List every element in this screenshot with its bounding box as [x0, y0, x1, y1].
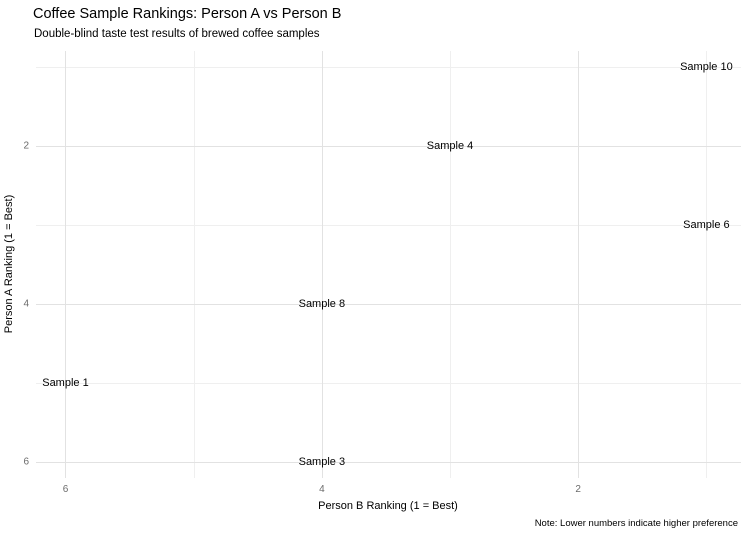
x-gridline-major	[321, 51, 323, 478]
sample-label: Sample 8	[298, 298, 346, 311]
x-axis-title: Person B Ranking (1 = Best)	[318, 500, 458, 512]
chart-caption: Note: Lower numbers indicate higher pref…	[534, 518, 738, 529]
sample-label: Sample 6	[683, 218, 730, 231]
sample-label: Sample 10	[680, 60, 733, 73]
sample-label: Sample 1	[42, 377, 89, 390]
x-tick-label: 6	[62, 484, 69, 495]
chart-subtitle: Double-blind taste test results of brewe…	[34, 28, 320, 40]
x-gridline-major	[578, 51, 580, 478]
sample-label: Sample 3	[298, 456, 346, 469]
y-tick-label: 4	[23, 298, 29, 310]
x-gridline-minor	[193, 51, 195, 478]
x-gridline-minor	[450, 51, 452, 478]
y-axis-title: Person A Ranking (1 = Best)	[3, 194, 15, 334]
y-gridline-minor	[36, 383, 741, 385]
x-gridline-major	[65, 51, 67, 478]
y-gridline-major	[36, 304, 741, 306]
y-gridline-minor	[36, 224, 741, 226]
sample-label: Sample 4	[426, 139, 474, 152]
chart-title: Coffee Sample Rankings: Person A vs Pers…	[33, 6, 342, 22]
plot-panel: Sample 10 Sample 4 Sample 6 Sample 8 Sample …	[36, 51, 741, 478]
x-tick-label: 2	[575, 484, 581, 495]
y-gridline-minor	[36, 66, 741, 68]
y-gridline-major	[36, 462, 741, 464]
y-gridline-major	[36, 145, 741, 147]
y-tick-label: 6	[23, 456, 29, 468]
y-tick-label: 2	[23, 140, 29, 152]
x-tick-label: 4	[319, 484, 325, 495]
x-gridline-minor	[706, 51, 708, 478]
